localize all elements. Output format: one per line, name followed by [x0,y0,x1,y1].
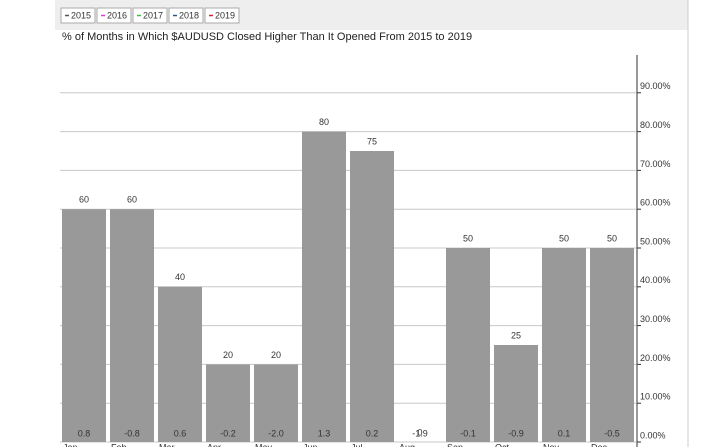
value-label: 50 [463,233,473,243]
bottom-label: 0.6 [174,428,187,438]
x-tick-label: Jul [351,442,363,447]
x-tick-label: Jan [63,442,78,447]
x-tick-label: Jun [303,442,318,447]
x-tick-label: Aug [399,442,415,447]
bottom-label: -0.1 [460,428,476,438]
legend-button[interactable] [60,7,96,24]
bar [350,151,394,442]
bar [302,131,346,442]
x-tick-label: Feb [111,442,127,447]
bar [254,364,298,442]
y-tick-label: 20.00% [640,353,671,363]
bar [158,286,202,442]
bar [542,248,586,442]
value-label: 0 [417,427,422,437]
x-tick-label: May [255,442,273,447]
bar [494,345,538,442]
bottom-label: -0.9 [508,428,524,438]
legend-button[interactable] [132,7,168,24]
bar [62,209,106,442]
x-tick-label: Dec [591,442,608,447]
chart-title: % of Months in Which $AUDUSD Closed High… [62,31,472,43]
bottom-label: -0.2 [220,428,236,438]
y-tick-label: 40.00% [640,275,671,285]
bottom-label: 0.1 [558,428,571,438]
bottom-label: -2.0 [268,428,284,438]
bar [206,364,250,442]
bar [110,209,154,442]
legend-button[interactable] [96,7,132,24]
bar [590,248,634,442]
value-label: 60 [79,195,89,205]
y-tick-label: 70.00% [640,159,671,169]
bottom-label: -0.8 [124,428,140,438]
legend-label: 2016 [107,10,127,20]
legend-label: 2019 [215,10,235,20]
value-label: 20 [271,350,281,360]
bottom-label: 0.2 [366,428,379,438]
x-tick-label: Mar [159,442,175,447]
y-tick-label: 0.00% [640,430,666,440]
bottom-label: 1.3 [318,428,331,438]
value-label: 25 [511,330,521,340]
value-label: 60 [127,195,137,205]
value-label: 50 [559,233,569,243]
y-tick-label: 90.00% [640,81,671,91]
x-tick-label: Sep [447,442,463,447]
bottom-label: 0.8 [78,428,91,438]
y-tick-label: 50.00% [640,236,671,246]
value-label: 50 [607,233,617,243]
x-tick-label: Oct [495,442,510,447]
bar [446,248,490,442]
legend-label: 2015 [71,10,91,20]
y-tick-label: 10.00% [640,392,671,402]
x-tick-label: Apr [207,442,221,447]
value-label: 20 [223,350,233,360]
bottom-label: -1.9 [412,428,428,438]
legend-label: 2017 [143,10,163,20]
legend-label: 2018 [179,10,199,20]
bottom-label: -0.5 [604,428,620,438]
x-tick-label: Nov [543,442,560,447]
value-label: 40 [175,272,185,282]
y-tick-label: 60.00% [640,198,671,208]
legend-button[interactable] [168,7,204,24]
value-label: 80 [319,117,329,127]
y-tick-label: 80.00% [640,120,671,130]
legend-button[interactable] [204,7,240,24]
value-label: 75 [367,136,377,146]
y-tick-label: 30.00% [640,314,671,324]
